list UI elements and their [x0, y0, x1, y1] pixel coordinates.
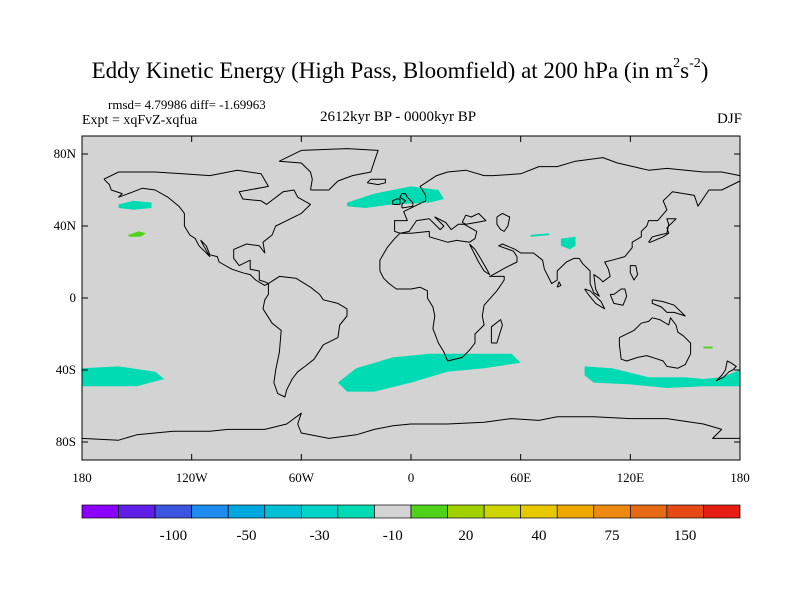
colorbar-swatch [300, 504, 339, 519]
colorbar-swatch [593, 504, 631, 519]
coastline-south-america [262, 275, 348, 398]
colorbar: -100 -50 -30 -10 20 40 75 150 [81, 504, 741, 544]
colorbar-swatch [520, 504, 558, 519]
region-pacific-positive-patch [127, 231, 146, 237]
colorbar-swatch [118, 504, 156, 519]
coastline-sri-lanka [556, 281, 562, 288]
colorbar-swatch [191, 504, 229, 519]
colorbar-label: -30 [310, 528, 330, 544]
colorbar-swatch [629, 504, 668, 519]
y-tick-label: 40S [56, 362, 76, 377]
colorbar-swatch [666, 504, 704, 519]
map-background [82, 136, 740, 460]
x-tick-label: 120W [176, 470, 209, 485]
region-north-pacific-negative [118, 200, 152, 210]
title-text-s: s [680, 58, 690, 83]
colorbar-swatch [483, 504, 522, 519]
coastline-japan [648, 218, 677, 243]
anomaly-regions [82, 186, 740, 392]
colorbar-swatch [374, 504, 412, 519]
coastline-caspian-sea [496, 212, 511, 232]
colorbar-label: 150 [674, 528, 697, 544]
region-asia-negative-sliver [529, 233, 550, 237]
coastline-australia [618, 317, 692, 369]
coastline-mediterranean-north-shore [399, 216, 478, 243]
season-label: DJF [716, 111, 742, 127]
coastline-sri-lanka-east-hint [629, 265, 639, 281]
colorbar-label: 20 [458, 528, 473, 544]
colorbar-swatch [154, 504, 193, 519]
x-tick-label: 180 [72, 470, 92, 485]
colorbar-swatch [337, 504, 375, 519]
x-tick-label: 180 [730, 470, 750, 485]
region-south-indian-negative [584, 366, 740, 388]
title-superscript-2: 2 [673, 56, 681, 72]
coastline-iceland [366, 178, 386, 186]
region-tibet-negative-patch [560, 236, 576, 250]
colorbar-label: -10 [383, 528, 403, 544]
x-tick-label: 120E [617, 470, 645, 485]
y-tick-label: 80N [54, 146, 77, 161]
title-text: Eddy Kinetic Energy (High Pass, Bloomfie… [91, 58, 674, 83]
plot-title: Eddy Kinetic Energy (High Pass, Bloomfie… [0, 56, 800, 84]
coastline-north-america [103, 169, 311, 286]
coastline-madagascar [490, 319, 503, 344]
coastline-antarctica [81, 412, 740, 441]
colorbar-label: 75 [605, 528, 620, 544]
coastline-afro-eurasia [379, 157, 741, 362]
axis-ticks: 80N 40N 0 40S 80S 180 120W 60W 0 60E 120E 180 [54, 136, 750, 485]
x-tick-label: 0 [408, 470, 415, 485]
colorbar-swatch [447, 504, 485, 519]
colorbar-swatch [703, 504, 741, 519]
coastline-red-sea [469, 243, 491, 276]
region-south-pacific-negative [82, 366, 165, 387]
y-tick-label: 40N [54, 218, 77, 233]
title-close-paren: ) [700, 58, 709, 83]
colorbar-label: 40 [531, 528, 546, 544]
region-north-atlantic-negative [347, 186, 444, 208]
coastlines [81, 148, 741, 441]
colorbar-swatch [556, 504, 595, 519]
period-label: 2612kyr BP - 0000kyr BP [320, 109, 477, 125]
coastline-british-isles [399, 193, 414, 209]
title-superscript-minus2: -2 [689, 56, 701, 72]
colorbar-label: -50 [237, 528, 257, 544]
colorbar-swatch [264, 504, 302, 519]
colorbar-swatch [81, 504, 119, 519]
y-tick-label: 80S [56, 434, 76, 449]
coastline-greenland [278, 148, 379, 191]
region-south-atlantic-indian-negative [337, 353, 521, 392]
experiment-label: Expt = xqFvZ-xqfua [82, 113, 198, 128]
coastline-ireland [392, 198, 401, 205]
y-tick-label: 0 [70, 290, 77, 305]
stats-label: rmsd= 4.79986 diff= -1.69963 [108, 97, 266, 112]
region-south-pacific-positive-patch [703, 346, 713, 349]
coastline-borneo [609, 288, 628, 306]
colorbar-label: -100 [160, 528, 188, 544]
coastline-black-sea [461, 212, 487, 225]
coastline-new-zealand [715, 360, 737, 382]
x-tick-label: 60E [510, 470, 531, 485]
coastline-new-guinea [651, 299, 686, 317]
colorbar-swatch [227, 504, 266, 519]
colorbar-swatch [410, 504, 448, 519]
coastline-sumatra [584, 288, 606, 310]
x-tick-label: 60W [289, 470, 315, 485]
